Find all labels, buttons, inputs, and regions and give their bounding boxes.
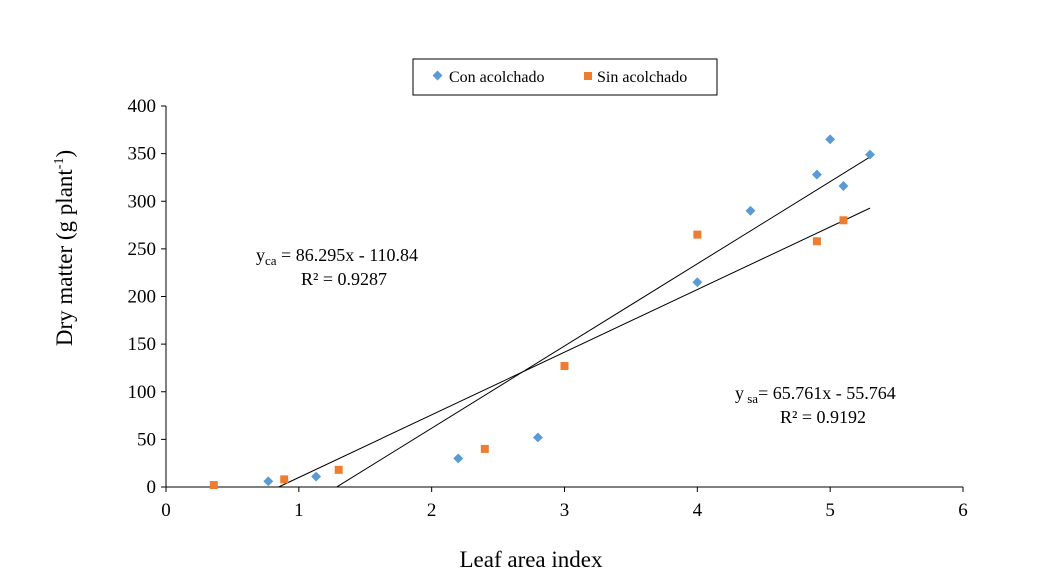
- trendlines: [278, 156, 871, 488]
- equation-con-acolchado: yca = 86.295x - 110.84 R² = 0.9287: [256, 245, 418, 289]
- x-axis-title: Leaf area index: [459, 547, 603, 572]
- data-point-sin-acolchado: [280, 475, 289, 484]
- data-point-sin-acolchado: [693, 230, 702, 239]
- y-tick-label: 250: [128, 239, 157, 260]
- equation-ca-rest: = 86.295x - 110.84: [277, 245, 418, 265]
- equation-sin-acolchado: y sa= 65.761x - 55.764 R² = 0.9192: [735, 383, 896, 427]
- data-point-con-acolchado: [811, 169, 822, 180]
- data-point-sin-acolchado: [560, 362, 569, 371]
- data-point-con-acolchado: [311, 471, 322, 482]
- y-axis-title-superscript: -1: [52, 158, 67, 170]
- data-point-con-acolchado: [453, 453, 464, 464]
- data-point-sin-acolchado: [839, 216, 848, 225]
- y-tick-label: 0: [147, 477, 157, 498]
- data-point-sin-acolchado: [209, 481, 218, 490]
- x-ticks: 0 1 2 3 4 5 6: [161, 487, 968, 521]
- legend-marker-sin-acolchado: [584, 72, 592, 80]
- y-ticks: 0 50 100 150 200 250 300 350 400: [128, 96, 166, 498]
- x-tick-label: 3: [560, 500, 570, 521]
- data-point-con-acolchado: [825, 134, 836, 145]
- data-point-con-acolchado: [263, 476, 274, 487]
- y-tick-label: 350: [128, 144, 157, 165]
- data-points: [209, 134, 875, 490]
- equation-ca-y: y: [256, 245, 265, 265]
- equation-sa-y: y: [735, 383, 744, 403]
- data-point-sin-acolchado: [812, 237, 821, 246]
- y-axis-title-close: ): [52, 150, 77, 158]
- data-point-sin-acolchado: [334, 465, 343, 474]
- data-point-con-acolchado: [692, 277, 703, 288]
- data-point-con-acolchado: [745, 205, 756, 216]
- x-tick-label: 1: [294, 500, 304, 521]
- data-point-sin-acolchado: [480, 444, 489, 453]
- trendline-con-acolchado: [336, 156, 871, 488]
- data-point-con-acolchado: [532, 432, 543, 443]
- r2-sa-text: R² = 0.9192: [780, 407, 866, 427]
- legend: Con acolchado Sin acolchado: [412, 58, 718, 96]
- equation-ca-text: yca = 86.295x - 110.84: [256, 245, 418, 268]
- y-axis-title-main: Dry matter (g plant: [52, 169, 77, 347]
- y-tick-label: 150: [128, 334, 157, 355]
- equation-sa-rest: = 65.761x - 55.764: [758, 383, 896, 403]
- equation-sa-text: y sa= 65.761x - 55.764: [735, 383, 896, 406]
- x-tick-label: 5: [825, 500, 835, 521]
- equation-sa-subscript: sa: [744, 391, 758, 406]
- legend-label-con-acolchado: Con acolchado: [449, 69, 545, 86]
- y-axis-title: Dry matter (g plant-1): [52, 150, 77, 346]
- y-tick-label: 400: [128, 96, 157, 117]
- y-tick-label: 300: [128, 191, 157, 212]
- legend-label-sin-acolchado: Sin acolchado: [597, 69, 687, 86]
- axes: [165, 106, 963, 488]
- x-tick-label: 4: [693, 500, 703, 521]
- y-tick-label: 200: [128, 287, 157, 308]
- x-tick-label: 6: [958, 500, 968, 521]
- trendline-sin-acolchado: [278, 207, 871, 488]
- data-point-con-acolchado: [865, 149, 875, 160]
- legend-box: [412, 58, 718, 96]
- equation-ca-subscript: ca: [265, 253, 277, 268]
- data-point-con-acolchado: [838, 181, 849, 191]
- x-tick-label: 0: [161, 500, 171, 521]
- y-tick-label: 50: [137, 429, 156, 450]
- y-tick-label: 100: [128, 382, 157, 403]
- x-tick-label: 2: [427, 500, 437, 521]
- r2-ca-text: R² = 0.9287: [301, 269, 387, 289]
